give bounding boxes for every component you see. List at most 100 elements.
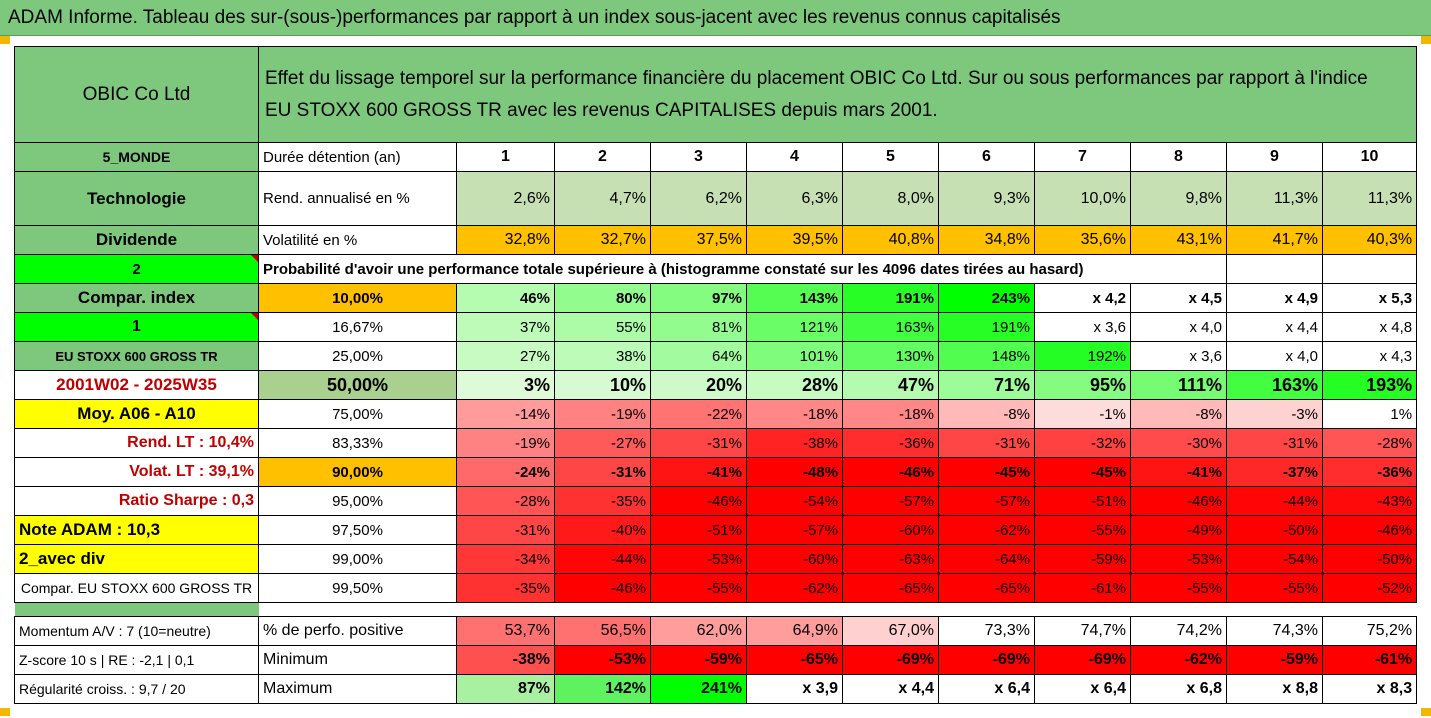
percentile-value: 243% [938,283,1035,313]
performance-table: OBIC Co Ltd Effet du lissage temporel su… [14,46,1418,704]
percentile-value: 1% [1321,399,1418,429]
percentile-value: -62% [746,573,843,603]
percentile-value: x 4,0 [1130,312,1227,342]
percentile-value: 97% [650,283,747,313]
percentile-value: 163% [1226,370,1323,400]
volatility-1: 32,8% [456,225,555,255]
minimum-3: -59% [650,645,747,675]
percentile-value: -63% [842,544,939,574]
minimum-6: -69% [938,645,1035,675]
percentile-value: -43% [1321,486,1418,516]
corner-marker [0,36,10,44]
minimum-9: -59% [1226,645,1323,675]
volatility-4: 39,5% [746,225,843,255]
rendement-1: 2,6% [456,171,555,226]
percentile-value: -32% [1034,428,1131,458]
percentile-value: -31% [456,515,555,545]
positive-5: 67,0% [842,616,939,646]
percentile-value: -8% [1130,399,1227,429]
percentile-value: 193% [1321,370,1418,400]
rendement-5: 8,0% [842,171,939,226]
num-2-cell: 2 [14,254,259,284]
duration-8: 8 [1130,142,1227,172]
percentile-value: -35% [554,486,651,516]
minimum-label: Minimum [258,645,457,675]
maximum-6: x 6,4 [938,674,1035,704]
percentile-value: 37% [456,312,555,342]
percentile-value: -30% [1130,428,1227,458]
volatility-3: 37,5% [650,225,747,255]
volatility-7: 35,6% [1034,225,1131,255]
volatility-label: Volatilité en % [258,225,457,255]
percentile-value: -40% [554,515,651,545]
compar-index2-label: Compar. EU STOXX 600 GROSS TR [14,573,259,603]
percentile-value: 80% [554,283,651,313]
percentile-value: -18% [842,399,939,429]
percentile-value: x 4,3 [1321,341,1418,371]
rendement-3: 6,2% [650,171,747,226]
percentile-value: -35% [456,573,555,603]
percentile-value: -57% [842,486,939,516]
note-adam-label: Note ADAM : 10,3 [14,515,259,545]
sector-label: Technologie [14,171,259,226]
percentile-value: -18% [746,399,843,429]
percentile-row: 2_avec div 99,00% -34% -44% -53% -60% -63% -64%… [14,544,1418,574]
percentile-value: -41% [1130,457,1227,487]
maximum-2: 142% [554,674,651,704]
percentile-value: 143% [746,283,843,313]
empty-cell [1321,254,1418,284]
percentile-value: -50% [1226,515,1323,545]
percentile-value: x 3,6 [1130,341,1227,371]
maximum-row: Régularité croiss. : 9,7 / 20 Maximum 87% 1… [14,674,1418,704]
percentile-value: 192% [1034,341,1131,371]
maximum-label: Maximum [258,674,457,704]
title-banner: ADAM Informe. Tableau des sur-(sous-)per… [0,0,1431,36]
volatility-2: 32,7% [554,225,651,255]
percentile-value: -31% [650,428,747,458]
minimum-7: -69% [1034,645,1131,675]
percentile-value: 71% [938,370,1035,400]
description-line1: Effet du lissage temporel sur la perform… [265,67,1368,89]
percentile-value: -45% [1034,457,1131,487]
percentile-value: -54% [746,486,843,516]
rendement-7: 10,0% [1034,171,1131,226]
minimum-1: -38% [456,645,555,675]
percentile-value: 46% [456,283,555,313]
percentile-value: -65% [842,573,939,603]
maximum-5: x 4,4 [842,674,939,704]
minimum-2: -53% [554,645,651,675]
percentile-value: 111% [1130,370,1227,400]
percentile-row: Compar. EU STOXX 600 GROSS TR 99,50% -35% -… [14,573,1418,603]
duration-2: 2 [554,142,651,172]
percentile-level: 99,50% [258,573,457,603]
index-name-label: EU STOXX 600 GROSS TR [14,341,259,371]
percentile-value: -19% [554,399,651,429]
percentile-value: -28% [456,486,555,516]
num-1-cell: 1 [14,312,259,342]
percentile-row: Moy. A06 - A10 75,00% -14% -19% -22% -18% -18%… [14,399,1418,429]
maximum-8: x 6,8 [1130,674,1227,704]
percentile-value: x 3,6 [1034,312,1131,342]
percentile-value: x 4,9 [1226,283,1323,313]
description-line2: EU STOXX 600 GROSS TR avec les revenus C… [265,99,938,121]
percentile-value: -60% [842,515,939,545]
positive-1: 53,7% [456,616,555,646]
percentile-value: -41% [650,457,747,487]
positive-label: % de perfo. positive [258,616,457,646]
duration-10: 10 [1321,142,1418,172]
percentile-row: Volat. LT : 39,1% 90,00% -24% -31% -41% -48% -… [14,457,1418,487]
percentile-value: -36% [1321,457,1418,487]
percentile-value: -46% [1321,515,1418,545]
avec-div-label: 2_avec div [14,544,259,574]
volatility-row: Dividende Volatilité en % 32,8% 32,7% 37,5% 3… [14,225,1418,255]
spacer-row [14,602,1417,617]
empty-cell [1226,254,1323,284]
percentile-value: -19% [456,428,555,458]
regularite-label: Régularité croiss. : 9,7 / 20 [14,674,259,704]
maximum-7: x 6,4 [1034,674,1131,704]
percentile-value: -31% [1226,428,1323,458]
company-name: OBIC Co Ltd [14,46,259,143]
percentile-level: 16,67% [258,312,457,342]
percentile-value: 163% [842,312,939,342]
momentum-label: Momentum A/V : 7 (10=neutre) [14,616,259,646]
